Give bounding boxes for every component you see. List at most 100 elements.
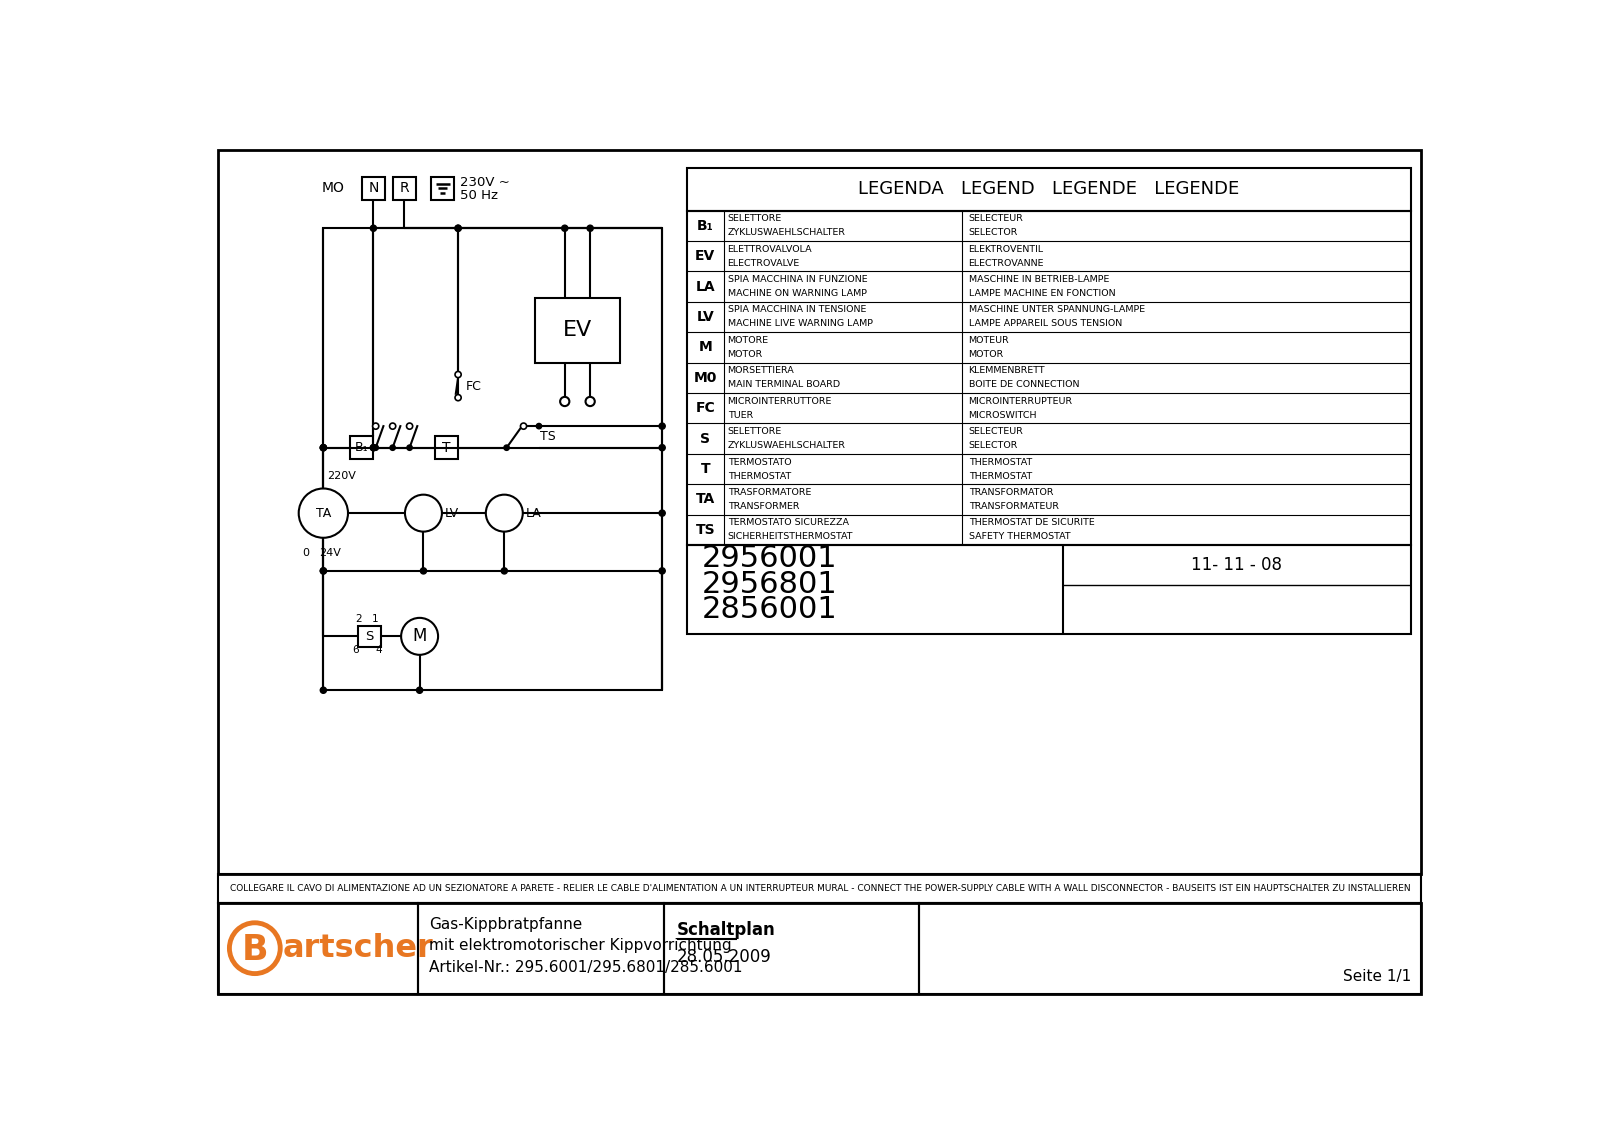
Text: MAIN TERMINAL BOARD: MAIN TERMINAL BOARD — [728, 380, 840, 389]
Text: LV: LV — [696, 310, 714, 324]
Text: 24V: 24V — [320, 548, 341, 558]
Text: LA: LA — [526, 507, 542, 520]
Bar — [686, 546, 1411, 634]
Circle shape — [373, 423, 379, 429]
Text: THERMOSTAT: THERMOSTAT — [968, 472, 1032, 481]
Text: TRANSFORMATOR: TRANSFORMATOR — [968, 488, 1053, 497]
Circle shape — [586, 397, 595, 406]
Text: SPIA MACCHINA IN TENSIONE: SPIA MACCHINA IN TENSIONE — [728, 306, 866, 315]
Text: M0: M0 — [693, 371, 717, 385]
Bar — [350, 436, 373, 460]
Circle shape — [405, 495, 442, 532]
Text: SELECTOR: SELECTOR — [968, 229, 1018, 238]
Circle shape — [486, 495, 523, 532]
Text: LA: LA — [696, 280, 715, 293]
Text: TRASFORMATORE: TRASFORMATORE — [728, 488, 811, 497]
Text: THERMOSTAT: THERMOSTAT — [728, 472, 790, 481]
Text: ELEKTROVENTIL: ELEKTROVENTIL — [968, 245, 1043, 254]
Text: TERMOSTATO SICUREZZA: TERMOSTATO SICUREZZA — [728, 518, 848, 528]
Bar — [218, 874, 1421, 902]
Bar — [418, 902, 664, 994]
Text: R: R — [400, 181, 410, 195]
Circle shape — [370, 225, 376, 231]
Text: 4: 4 — [376, 645, 382, 655]
Circle shape — [520, 423, 526, 429]
Bar — [918, 902, 1421, 994]
Text: MORSETTIERA: MORSETTIERA — [728, 367, 794, 376]
Circle shape — [454, 395, 461, 401]
Text: B₁: B₁ — [355, 441, 368, 454]
Circle shape — [406, 423, 413, 429]
Text: SELECTOR: SELECTOR — [968, 441, 1018, 451]
Circle shape — [320, 687, 326, 693]
Circle shape — [320, 445, 326, 451]
Text: M: M — [698, 341, 712, 354]
Circle shape — [373, 445, 379, 451]
Text: MOTEUR: MOTEUR — [968, 336, 1010, 345]
Text: MOTORE: MOTORE — [728, 336, 768, 345]
Text: 2956001: 2956001 — [702, 544, 838, 574]
Bar — [218, 902, 1421, 994]
Bar — [358, 626, 381, 648]
Text: THERMOSTAT: THERMOSTAT — [968, 457, 1032, 466]
Text: TRANSFORMATEUR: TRANSFORMATEUR — [968, 501, 1059, 511]
Text: M: M — [413, 627, 427, 645]
Circle shape — [371, 445, 376, 451]
Text: KLEMMENBRETT: KLEMMENBRETT — [968, 367, 1045, 376]
Text: mit elektromotorischer Kippvorrichtung: mit elektromotorischer Kippvorrichtung — [429, 938, 731, 953]
Text: LV: LV — [445, 507, 459, 520]
Text: SELETTORE: SELETTORE — [728, 214, 782, 223]
Circle shape — [454, 225, 461, 231]
Text: N: N — [368, 181, 379, 195]
Text: Schaltplan: Schaltplan — [677, 921, 776, 940]
Text: MOTOR: MOTOR — [728, 350, 763, 359]
Text: ZYKLUSWAEHLSCHALTER: ZYKLUSWAEHLSCHALTER — [728, 441, 845, 451]
Circle shape — [389, 423, 395, 429]
Text: LEGENDA   LEGEND   LEGENDE   LEGENDE: LEGENDA LEGEND LEGENDE LEGENDE — [858, 180, 1240, 198]
Bar — [664, 902, 918, 994]
Circle shape — [320, 445, 326, 451]
Text: MOTOR: MOTOR — [968, 350, 1003, 359]
Text: LAMPE MACHINE EN FONCTION: LAMPE MACHINE EN FONCTION — [968, 289, 1115, 298]
Text: T: T — [442, 440, 451, 455]
Text: MICROINTERRUTTORE: MICROINTERRUTTORE — [728, 396, 832, 405]
Bar — [362, 177, 386, 199]
Text: SPIA MACCHINA IN FUNZIONE: SPIA MACCHINA IN FUNZIONE — [728, 275, 867, 284]
Circle shape — [454, 371, 461, 378]
Text: TS: TS — [541, 430, 557, 444]
Text: B₁: B₁ — [698, 218, 714, 233]
Text: Gas-Kippbratpfanne: Gas-Kippbratpfanne — [429, 917, 582, 932]
Circle shape — [454, 225, 461, 231]
Circle shape — [402, 618, 438, 654]
Circle shape — [562, 225, 568, 231]
Bar — [534, 298, 619, 363]
Bar — [686, 211, 1411, 546]
Bar — [218, 902, 418, 994]
Text: FC: FC — [696, 401, 715, 415]
Text: ELECTROVANNE: ELECTROVANNE — [968, 258, 1045, 267]
Circle shape — [659, 445, 666, 451]
Text: Seite 1/1: Seite 1/1 — [1342, 969, 1411, 984]
Text: 2956801: 2956801 — [702, 569, 838, 599]
Text: MICROINTERRUPTEUR: MICROINTERRUPTEUR — [968, 396, 1072, 405]
Text: SAFETY THERMOSTAT: SAFETY THERMOSTAT — [968, 532, 1070, 541]
Circle shape — [587, 225, 594, 231]
Bar — [392, 177, 416, 199]
Text: MASCHINE UNTER SPANNUNG-LAMPE: MASCHINE UNTER SPANNUNG-LAMPE — [968, 306, 1144, 315]
Bar — [435, 436, 458, 460]
Circle shape — [560, 397, 570, 406]
Text: ZYKLUSWAEHLSCHALTER: ZYKLUSWAEHLSCHALTER — [728, 229, 845, 238]
Text: 28.05.2009: 28.05.2009 — [677, 947, 771, 966]
Text: MACHINE ON WARNING LAMP: MACHINE ON WARNING LAMP — [728, 289, 867, 298]
Circle shape — [416, 687, 422, 693]
Text: ELETTROVALVOLA: ELETTROVALVOLA — [728, 245, 813, 254]
Text: SICHERHEITSTHERMOSTAT: SICHERHEITSTHERMOSTAT — [728, 532, 853, 541]
Text: 1: 1 — [371, 614, 379, 624]
Circle shape — [536, 423, 542, 429]
Circle shape — [370, 445, 376, 451]
Text: B: B — [242, 933, 269, 967]
Text: 0: 0 — [302, 548, 309, 558]
Text: TRANSFORMER: TRANSFORMER — [728, 501, 798, 511]
Text: MACHINE LIVE WARNING LAMP: MACHINE LIVE WARNING LAMP — [728, 319, 872, 328]
Circle shape — [390, 445, 395, 451]
